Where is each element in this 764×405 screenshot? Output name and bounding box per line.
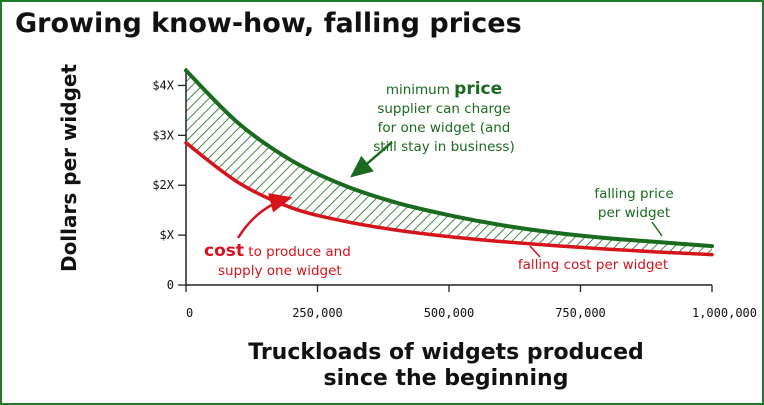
x-tick-label: 750,000	[555, 306, 606, 320]
cost-note-line-1: supply one widget	[218, 263, 342, 279]
x-tick-label: 250,000	[292, 306, 343, 320]
chart-title: Growing know-how, falling prices	[15, 8, 522, 39]
y-tick-label: $3X	[152, 128, 174, 142]
y-tick-label: $2X	[152, 178, 174, 192]
cost-series-label: falling cost per widget	[518, 257, 668, 273]
x-axis-title-line-2: since the beginning	[324, 366, 569, 391]
price-note-prefix: minimum	[386, 82, 454, 98]
cost-label-leader	[529, 245, 541, 258]
hatched-band-area	[186, 70, 712, 255]
y-tick-label: 0	[167, 278, 174, 292]
price-series-label-1: falling price	[594, 186, 673, 202]
price-note-bold: price	[454, 79, 502, 99]
price-arrow	[350, 141, 393, 178]
y-tick-label: $4X	[152, 78, 174, 92]
x-tick-label: 500,000	[424, 306, 475, 320]
price-label-leader	[651, 221, 663, 237]
y-tick-label: $X	[160, 228, 175, 242]
hatched-band	[186, 70, 712, 255]
x-tick-label: 0	[186, 306, 193, 320]
x-tick-label: 1,000,000	[692, 306, 757, 320]
x-axis-title-line-1: Truckloads of widgets produced	[248, 340, 644, 365]
price-note-line-2: for one widget (and	[378, 120, 511, 136]
price-note-line-3: still stay in business)	[373, 139, 514, 155]
price-series-label-2: per widget	[598, 205, 670, 221]
cost-note-suffix: to produce and	[244, 244, 351, 260]
price-series-line	[184, 68, 714, 249]
price-note: minimum price	[386, 79, 502, 99]
y-axis-title: Dollars per widget	[57, 64, 81, 273]
cost-note: cost to produce and	[204, 241, 351, 261]
cost-note-bold: cost	[204, 241, 244, 261]
tick-labels: 0 $X $2X $3X $4X 0 250,000 500,000 750,000 1,000,…	[152, 78, 757, 320]
price-note-line-1: supplier can charge	[377, 101, 510, 117]
cost-arrow	[236, 193, 293, 239]
